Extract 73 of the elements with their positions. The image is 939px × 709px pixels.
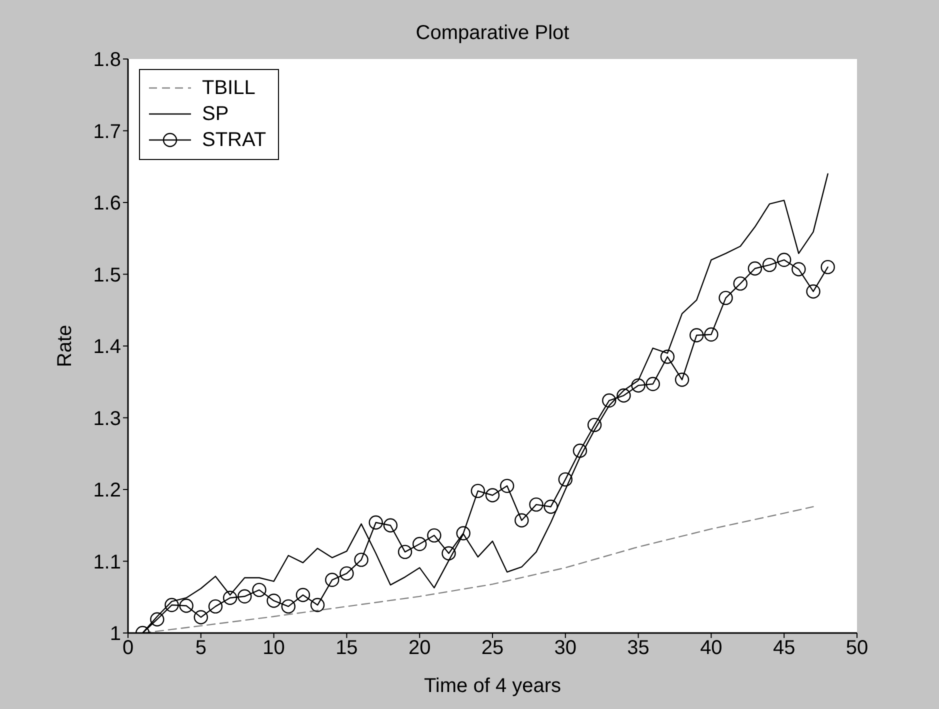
point: [340, 566, 354, 581]
point: [398, 544, 412, 560]
point: [325, 572, 340, 588]
y-tick-label: 1.6: [93, 192, 121, 215]
point: [558, 472, 572, 487]
x-tick-label: 50: [846, 637, 868, 660]
y-tick-label: 1.8: [93, 49, 121, 72]
x-tick-label: 30: [554, 637, 577, 660]
y-tick-label: 1.2: [93, 480, 121, 502]
point: [718, 290, 733, 306]
point: [281, 599, 296, 614]
y-tick-label: 1.7: [93, 120, 121, 143]
legend-label: TBILL: [202, 76, 256, 101]
point: [572, 444, 588, 458]
point: [470, 484, 486, 498]
point: [442, 546, 456, 560]
x-tick-label: 25: [481, 637, 504, 660]
point: [383, 518, 398, 532]
legend-label: STRAT: [202, 128, 266, 153]
x-tick-label: 15: [336, 637, 358, 660]
point: [266, 594, 281, 608]
y-tick-label: 1.1: [93, 551, 121, 574]
point: [310, 598, 325, 612]
x-tick-label: 0: [122, 637, 134, 660]
point: [777, 252, 792, 267]
point: [704, 327, 718, 342]
point: [179, 598, 194, 613]
y-tick-label: 1.3: [93, 408, 121, 430]
point: [252, 582, 266, 598]
x-tick-label: 5: [195, 637, 206, 660]
point: [733, 276, 748, 291]
point: [660, 350, 675, 364]
x-tick-label: 10: [262, 637, 285, 660]
point: [674, 372, 690, 387]
point: [544, 500, 558, 514]
x-axis-title: Time of 4 years: [424, 675, 562, 697]
point: [806, 284, 820, 299]
point: [602, 393, 616, 408]
point: [631, 378, 646, 393]
x-tick-label: 35: [627, 637, 650, 660]
point: [164, 598, 179, 612]
y-axis-title: Rate: [54, 324, 76, 368]
point: [587, 418, 602, 432]
point: [354, 552, 368, 567]
y-tick-label: 1.5: [93, 264, 121, 286]
point: [690, 328, 704, 342]
point: [222, 590, 238, 605]
point: [485, 488, 500, 502]
point: [150, 612, 164, 626]
point: [238, 589, 252, 604]
point: [748, 261, 762, 276]
point: [368, 515, 383, 530]
point: [208, 599, 223, 614]
point: [456, 526, 470, 540]
chart-title: Comparative Plot: [414, 21, 570, 45]
y-tick-label: 1.4: [93, 336, 121, 358]
point: [616, 388, 631, 403]
point: [427, 528, 442, 543]
point: [529, 497, 544, 512]
point: [296, 588, 310, 602]
x-tick-label: 20: [408, 637, 431, 660]
x-tick-label: 40: [700, 637, 722, 660]
legend-label: SP: [202, 102, 229, 127]
point: [412, 536, 427, 552]
point: [194, 610, 208, 624]
point: [762, 258, 777, 272]
point: [646, 376, 660, 392]
y-tick-label: 1: [110, 623, 121, 646]
point: [500, 478, 514, 494]
point: [820, 260, 835, 274]
x-tick-label: 45: [772, 637, 796, 660]
point: [792, 262, 806, 276]
point: [514, 513, 529, 528]
